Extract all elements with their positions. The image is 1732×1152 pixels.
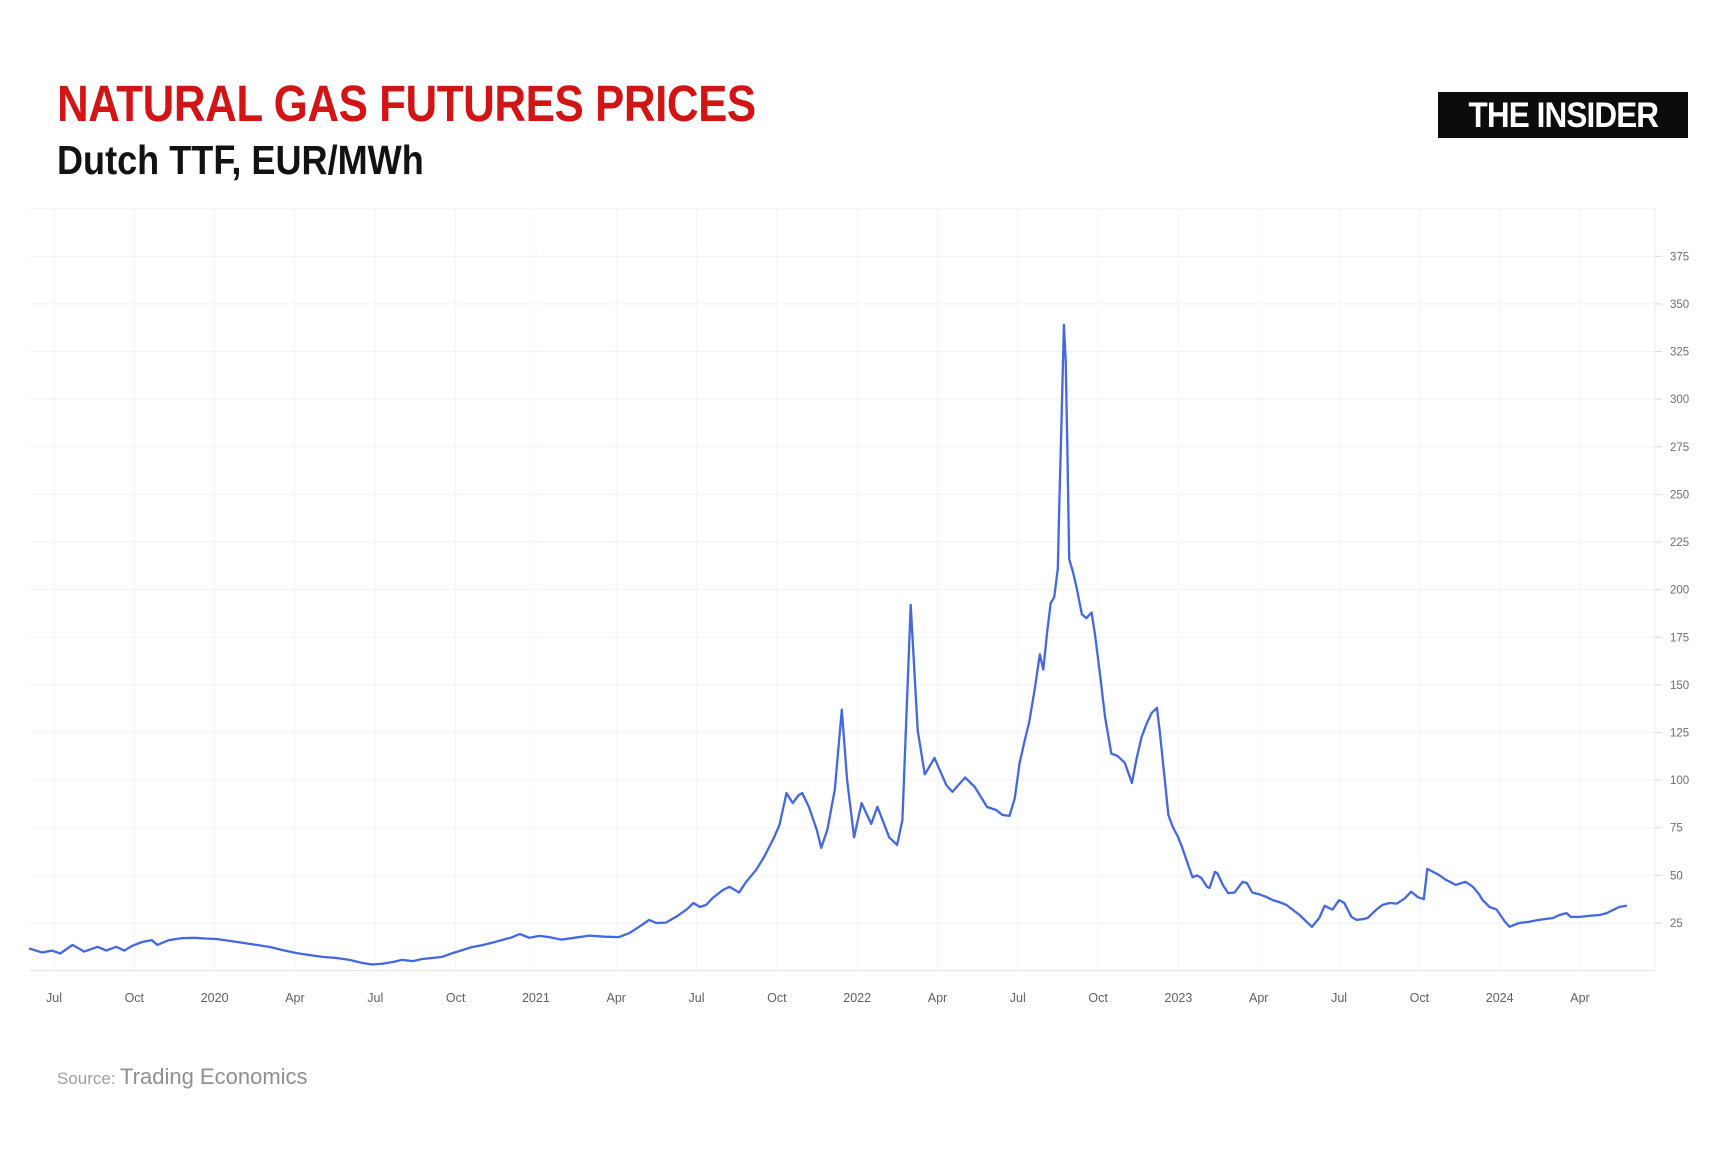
x-tick-label: Apr bbox=[285, 991, 304, 1005]
x-tick-label: Oct bbox=[1088, 991, 1108, 1005]
x-tick-label: 2022 bbox=[843, 991, 871, 1005]
source-line: Source: Trading Economics bbox=[57, 1064, 308, 1090]
x-tick-label: Apr bbox=[1570, 991, 1589, 1005]
y-tick-label: 350 bbox=[1670, 299, 1689, 311]
x-tick-label: Jul bbox=[1331, 991, 1347, 1005]
x-tick-label: 2020 bbox=[201, 991, 229, 1005]
page-subtitle: Dutch TTF, EUR/MWh bbox=[57, 137, 424, 183]
x-tick-label: Oct bbox=[125, 991, 145, 1005]
x-tick-label: Jul bbox=[46, 991, 62, 1005]
y-tick-label: 225 bbox=[1670, 537, 1689, 549]
y-tick-label: 25 bbox=[1670, 918, 1683, 930]
y-tick-label: 200 bbox=[1670, 585, 1689, 597]
axis-lines bbox=[30, 208, 1662, 972]
x-tick-label: Oct bbox=[767, 991, 787, 1005]
source-label: Source: bbox=[57, 1069, 116, 1088]
x-tick-label: 2023 bbox=[1165, 991, 1193, 1005]
price-line bbox=[28, 323, 1628, 966]
y-tick-label: 300 bbox=[1670, 394, 1689, 406]
x-tick-label: Oct bbox=[446, 991, 466, 1005]
x-tick-label: Apr bbox=[1249, 991, 1268, 1005]
x-tick-label: Jul bbox=[1010, 991, 1026, 1005]
y-tick-label: 75 bbox=[1670, 823, 1683, 835]
y-axis-labels: 25 50 75 100 125 150 175 200 225 250 275 300 325 350 3… bbox=[1670, 251, 1689, 930]
y-gridlines bbox=[30, 208, 1655, 924]
y-tick-label: 325 bbox=[1670, 347, 1689, 359]
source-name: Trading Economics bbox=[120, 1064, 308, 1089]
x-tick-label: 2021 bbox=[522, 991, 550, 1005]
y-tick-label: 100 bbox=[1670, 775, 1689, 787]
page-title: NATURAL GAS FUTURES PRICES bbox=[57, 75, 756, 132]
y-tick-label: 50 bbox=[1670, 870, 1683, 882]
y-tick-label: 275 bbox=[1670, 442, 1689, 454]
brand-logo-text: THE INSIDER bbox=[1468, 95, 1659, 135]
y-tick-label: 375 bbox=[1670, 251, 1689, 263]
x-tick-label: Jul bbox=[689, 991, 705, 1005]
y-tick-label: 175 bbox=[1670, 632, 1689, 644]
x-tick-label: Jul bbox=[367, 991, 383, 1005]
y-tick-label: 250 bbox=[1670, 489, 1689, 501]
x-tick-label: Apr bbox=[928, 991, 947, 1005]
x-axis-labels: Jul Oct 2020 Apr Jul Oct 2021 Apr Jul Oct 2022 Apr J… bbox=[46, 991, 1590, 1005]
x-tick-label: Oct bbox=[1410, 991, 1430, 1005]
x-tick-label: 2024 bbox=[1486, 991, 1514, 1005]
x-tick-label: Apr bbox=[606, 991, 625, 1005]
brand-logo: THE INSIDER bbox=[1438, 92, 1688, 138]
y-tick-label: 150 bbox=[1670, 680, 1689, 692]
y-tick-label: 125 bbox=[1670, 728, 1689, 740]
